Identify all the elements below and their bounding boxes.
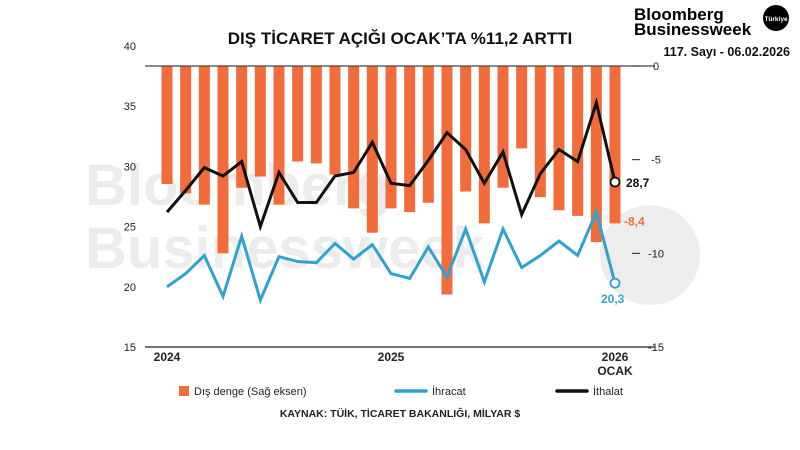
logo-line2: Businessweek [634,20,752,39]
line-ithalat [165,96,617,232]
bar-dis-denge [254,66,266,177]
right-tick-label: -15 [648,342,664,354]
bar-dis-denge [478,66,490,224]
bar-dis-denge [516,66,528,149]
bar-dis-denge [572,66,584,216]
legend-swatch-dis-denge [179,386,189,396]
label-ithalat-last: 28,7 [626,176,650,190]
bar-dis-denge [553,66,565,211]
bar-dis-denge [310,66,322,164]
bar-dis-denge [198,66,210,205]
legend-label-ihracat: İhracat [432,385,466,398]
bar-dis-denge [366,66,378,233]
x-tick-label: 2026 [602,350,629,364]
x-tick-label: 2024 [154,350,181,364]
bar-dis-denge [460,66,472,192]
right-tick-label: 0 [653,61,659,73]
bar-dis-denge [273,66,285,205]
legend-label-ithalat: İthalat [593,385,623,398]
bar-dis-denge [534,66,546,198]
logo-badge-text: Türkiye [764,16,788,23]
bar-dis-denge [329,66,341,175]
header-logo: Bloomberg Businessweek Türkiye 117. Sayı… [634,5,790,59]
bar-dis-denge [348,66,360,209]
bar-dis-denge [217,66,229,254]
bar-dis-denge [422,66,434,203]
end-marker-ithalat [609,176,621,188]
logo-badge [763,5,789,31]
left-tick-label: 15 [124,342,136,354]
right-tick-label: -5 [651,155,661,167]
bar-dis-denge [609,66,621,224]
chart-title: DIŞ TİCARET AÇIĞI OCAK’TA %11,2 ARTTI [228,29,572,48]
label-ihracat-last: 20,3 [601,292,625,306]
left-tick-label: 40 [124,41,136,53]
left-tick-label: 20 [124,282,136,294]
right-tick-label: -10 [648,248,664,260]
x-tick-label: 2025 [378,350,405,364]
bar-dis-denge [590,66,602,243]
bar-dis-denge [180,66,192,194]
logo-line1: Bloomberg [634,5,724,24]
x-tick-sublabel: OCAK [597,364,633,378]
bar-dis-denge [292,66,304,162]
label-denge-last: -8,4 [624,214,645,228]
issue-date: 117. Sayı - 06.02.2026 [664,45,791,59]
bar-dis-denge [161,66,173,185]
left-tick-label: 25 [124,222,136,234]
line-ihracat [166,207,617,305]
legend-label-dis-denge: Dış denge (Sağ eksen) [194,386,307,398]
watermark-line2: Businessweek [85,216,486,281]
watermark-badge [600,205,700,305]
bar-dis-denge [404,66,416,213]
bar-dis-denge [236,66,248,188]
source-note: KAYNAK: TÜİK, TİCARET BAKANLIĞI, MİLYAR … [280,407,521,420]
bar-dis-denge [441,66,453,295]
end-marker-ihracat [609,277,621,289]
bar-dis-denge [385,66,397,209]
left-tick-label: 30 [124,161,136,173]
bar-dis-denge [497,66,509,188]
legend: Dış denge (Sağ eksen) İhracat İthalat [179,385,623,398]
left-tick-label: 35 [124,101,136,113]
